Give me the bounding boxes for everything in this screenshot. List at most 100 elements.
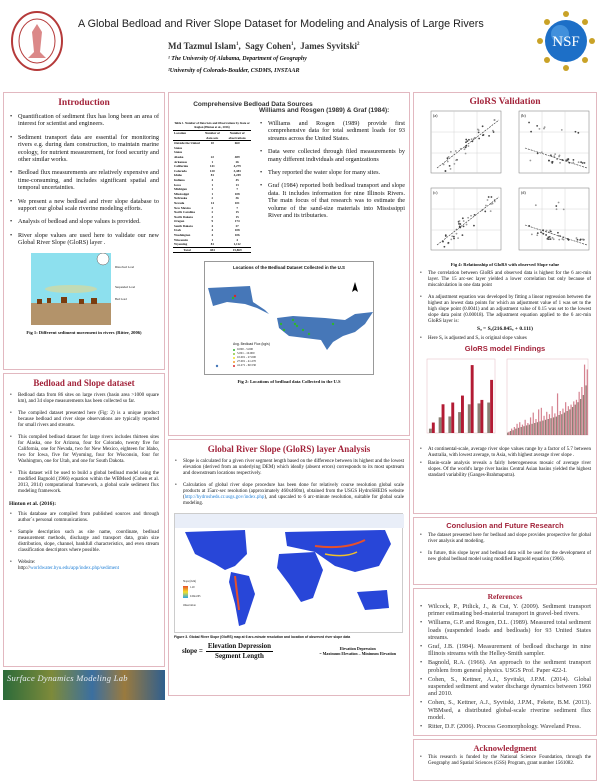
table-cell: Utah — [174, 228, 181, 233]
scatter-point — [455, 159, 458, 162]
ack-text: This research is funded by the National … — [419, 755, 591, 767]
scatter-point — [461, 234, 464, 237]
table-cell: 174 — [234, 219, 240, 224]
bar — [581, 386, 583, 435]
section-title: References — [487, 592, 523, 601]
table-cell: 15 — [235, 214, 239, 219]
scatter-point — [557, 231, 559, 234]
scatter-point — [462, 225, 465, 228]
bar — [512, 429, 514, 435]
table-cell: 26 — [235, 159, 239, 164]
authors: Md Tazmul Islam1, Sagy Cohen1, James Syv… — [168, 41, 360, 51]
slope-equation: slope = Elevation Depression Segment Leng… — [182, 642, 273, 660]
hydrosheds-link[interactable]: http://hydrosheds.cr.usgs.gov/index.php — [184, 495, 265, 500]
table-cell: 81 — [210, 242, 214, 247]
table-cell: 4 — [211, 223, 214, 228]
scatter-point — [465, 141, 467, 144]
table-cell: 489 — [234, 154, 240, 159]
svg-text:NSF: NSF — [552, 34, 580, 50]
section-title: Introduction — [58, 98, 110, 108]
findings-bullet: Basin-scale analysis reveals a fairly he… — [419, 461, 591, 479]
scatter-point — [546, 237, 549, 240]
reference-item: Williams, G.P. and Rosgen, D.L. (1989). … — [419, 619, 591, 641]
glors-layer-section: Global River Slope (GloRS) layer Analysi… — [168, 439, 410, 696]
bar — [583, 364, 586, 435]
scatter-point — [577, 161, 580, 164]
scatter-point — [448, 165, 451, 167]
bar — [540, 407, 542, 435]
website-link[interactable]: worldwater.byu.edu/app/index.php/sedimen… — [29, 566, 119, 571]
scatter-point — [556, 158, 559, 161]
reference-item: Cohen, S., Kettner, A.J., Syvitski, J.P.… — [419, 676, 591, 698]
intro-bullet: Bedload flux measurements are relatively… — [9, 169, 159, 191]
scatter-point — [572, 158, 575, 161]
table-cell: 4,249 — [233, 173, 241, 178]
intro-bullet: We present a new bedload and river slope… — [9, 198, 159, 213]
wr-bullet: Graf (1984) reported both bedload transp… — [259, 182, 405, 219]
scatter-point — [548, 235, 551, 238]
bar — [516, 423, 518, 435]
fig4-caption: Fig 4: Relationship of GloRS with observ… — [450, 262, 560, 267]
scatter-point — [529, 159, 532, 162]
bedload-bullet: This compiled bedload dataset for large … — [9, 435, 159, 465]
table-cell: North Dakota — [174, 214, 193, 219]
scatter-point — [449, 168, 452, 170]
scatter-point — [450, 238, 453, 241]
table-row: North Dakota 3 15 — [173, 215, 251, 220]
scatter-point — [493, 200, 496, 203]
glors-validation-section: GloRS Validation (a) (b) (c) (d) Fig 4: Rel… — [413, 92, 597, 514]
bar — [458, 411, 461, 433]
table-row: Alaska 22 489 — [173, 155, 251, 160]
label-bed-load: Bed Load — [115, 296, 127, 301]
scatter-point — [442, 240, 444, 243]
section-title: GloRS Validation — [469, 97, 541, 107]
scatter-point — [562, 208, 565, 211]
bar — [542, 420, 544, 435]
bar — [546, 411, 548, 435]
section-title: Global River Slope (GloRS) layer Analysi… — [207, 444, 371, 454]
reference-item: Cohen, S., Kettner, A.J., Syvitski, J.P.… — [419, 699, 591, 721]
label-dissolved-load: Dissolved Load — [115, 264, 134, 269]
bar — [508, 431, 510, 435]
scatter-point — [558, 154, 561, 157]
scatter-point — [492, 131, 495, 133]
introduction-section: Introduction Quantification of sediment … — [3, 92, 165, 370]
scatter-point — [454, 150, 457, 152]
scatter-point — [485, 204, 487, 207]
bar — [448, 416, 452, 433]
scatter-point — [560, 129, 563, 131]
bar — [562, 408, 564, 435]
reference-item: Ritter, D.F. (2006). Process Geomorpholo… — [419, 723, 591, 731]
scatter-point — [458, 220, 461, 222]
table-cell: North Carolina — [174, 210, 195, 215]
table-row: Colorado 120 3,483 — [173, 169, 251, 174]
bar — [524, 419, 526, 435]
scatter-point — [489, 210, 492, 213]
scatter-point — [555, 205, 558, 207]
reference-item: Wilcock, P., Pitlick, J., & Cui, Y. (200… — [419, 603, 591, 618]
table-cell: 9 — [211, 219, 214, 224]
scatter-point — [464, 146, 467, 149]
scatter-point — [490, 196, 493, 198]
bar — [571, 406, 574, 435]
scatter-point — [477, 131, 480, 134]
glors-bullet: Slope is calculated for a given river se… — [174, 459, 404, 477]
scatter-point — [530, 233, 533, 236]
bar — [585, 384, 587, 435]
scatter-point — [492, 129, 494, 132]
scatter-point — [471, 140, 474, 143]
scatter-point — [465, 138, 468, 141]
bedload-sources-section: Comprehensive Bedload Data Sources Table… — [168, 92, 410, 436]
reference-item: Bagnold, R.A. (1966). An approach to the… — [419, 659, 591, 674]
table-cell: Outside the United States — [174, 141, 200, 150]
scatter-point — [481, 125, 484, 128]
wr-bullet: Williams and Rosgen (1989) provide first… — [259, 120, 405, 142]
table-cell: Mississippi — [174, 191, 190, 196]
intro-bullet: Analysis of bedload and slope values is … — [9, 218, 159, 226]
bedload-table: Table 1. Number of Data Sets and Observa… — [173, 121, 251, 253]
legend-dot — [233, 360, 235, 363]
scatter-point — [536, 232, 539, 235]
hinton-bullet: Sample description such as site name, co… — [9, 530, 159, 554]
bar — [538, 408, 540, 435]
regression-line — [524, 147, 588, 169]
